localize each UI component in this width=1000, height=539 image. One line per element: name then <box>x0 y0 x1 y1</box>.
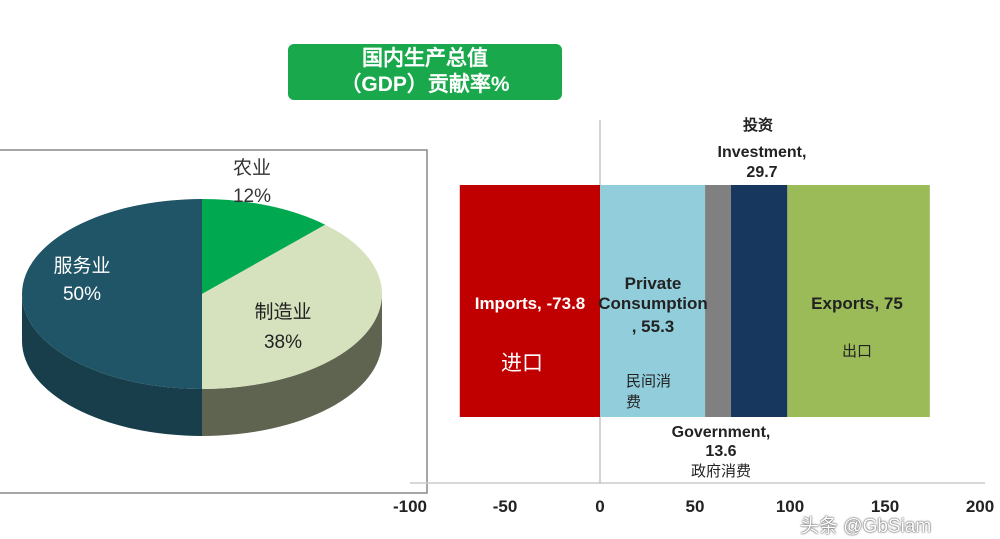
investment-label: 29.7 <box>746 164 777 181</box>
x-tick-label: 50 <box>686 497 705 516</box>
pie-label: 服务业 <box>53 255 110 277</box>
x-tick-label: -50 <box>493 497 518 516</box>
title-line1: 国内生产总值 <box>362 47 488 70</box>
private-label: Consumption <box>598 294 708 313</box>
x-tick-label: 200 <box>966 497 994 516</box>
x-tick-label: 0 <box>595 497 604 516</box>
chart-title-box: 国内生产总值 （GDP）贡献率% <box>288 44 562 100</box>
pie-pct-label: 50% <box>63 284 101 305</box>
bar-segment <box>600 185 706 417</box>
pie-slice <box>202 199 326 294</box>
exports-label: Exports, 75 <box>811 294 903 313</box>
x-tick-label: -100 <box>393 497 427 516</box>
pie-frame <box>0 149 428 494</box>
x-tick-label: 100 <box>776 497 804 516</box>
pie-label: 农业 <box>233 157 271 179</box>
private-cn-label: 民间消费 <box>626 372 672 411</box>
government-cn-label: 政府消费 <box>690 462 751 480</box>
exports-cn-label: 出口 <box>842 343 872 360</box>
government-label: Government, <box>672 424 771 441</box>
pie-pct-label: 38% <box>264 332 302 353</box>
x-tick-label: 150 <box>871 497 899 516</box>
investment-label: Investment, <box>718 144 807 161</box>
government-label: 13.6 <box>705 443 736 460</box>
pie-side-1 <box>202 294 382 436</box>
private-label: Private <box>625 274 682 293</box>
pie-slice <box>22 199 202 389</box>
pie-pct-label: 12% <box>233 186 271 207</box>
private-label: , 55.3 <box>632 317 675 336</box>
title-line2: （GDP）贡献率% <box>340 73 510 96</box>
pie-chart: 农业 12% 制造业 38% 服务业 50% <box>0 149 428 494</box>
pie-side-2 <box>22 294 202 436</box>
bar-segment <box>730 185 788 417</box>
imports-label: Imports, -73.8 <box>475 294 586 313</box>
watermark: 头条 @GbSiam <box>800 516 932 537</box>
imports-cn-label: 进口 <box>501 352 543 375</box>
pie-label: 制造业 <box>254 301 311 323</box>
investment-cn-label: 投资 <box>743 116 773 134</box>
bar-segment <box>787 185 930 417</box>
bar-segment <box>459 185 600 417</box>
bar-segment <box>705 185 731 417</box>
pie-slice <box>202 224 383 389</box>
